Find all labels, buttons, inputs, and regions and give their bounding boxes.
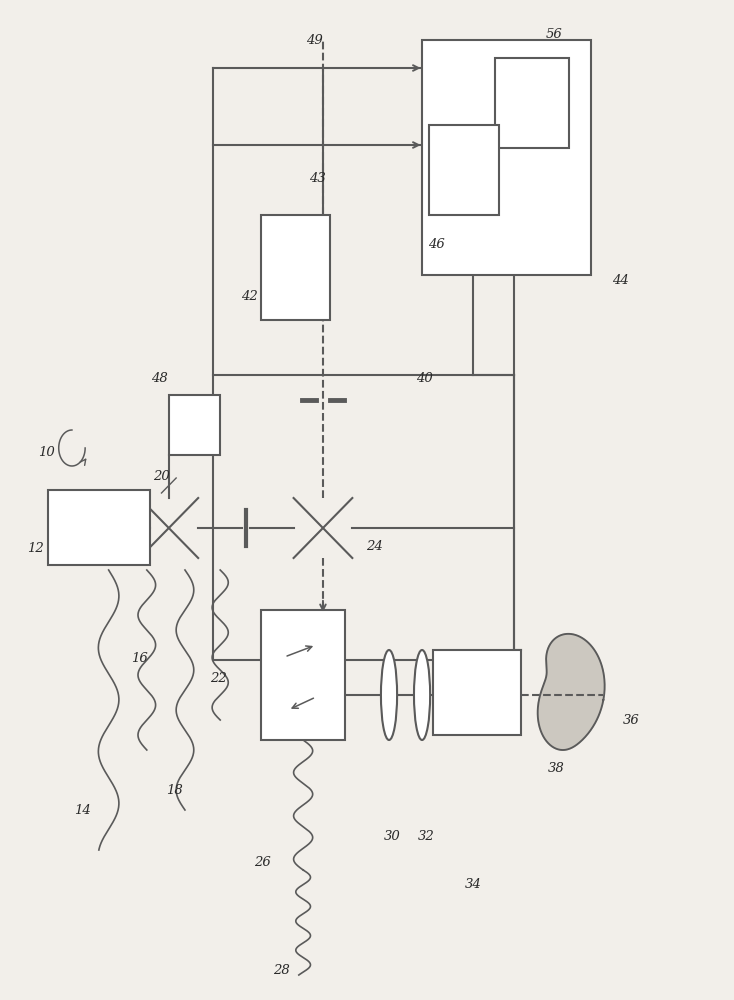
Text: 32: 32 <box>418 830 434 842</box>
Bar <box>48 490 150 565</box>
Text: 22: 22 <box>210 672 226 684</box>
Text: 42: 42 <box>241 290 258 304</box>
Text: 30: 30 <box>385 830 401 842</box>
Text: 14: 14 <box>74 804 90 816</box>
Polygon shape <box>538 634 605 750</box>
Text: 44: 44 <box>612 273 628 286</box>
Text: 16: 16 <box>131 652 148 664</box>
Ellipse shape <box>414 650 430 740</box>
Text: 40: 40 <box>416 371 432 384</box>
Text: 48: 48 <box>151 371 167 384</box>
Text: 12: 12 <box>27 542 43 554</box>
Text: 46: 46 <box>429 237 445 250</box>
Text: 20: 20 <box>153 470 170 483</box>
Bar <box>433 650 521 735</box>
Bar <box>422 40 591 275</box>
Text: 18: 18 <box>167 784 183 796</box>
Bar <box>169 395 220 455</box>
Text: 38: 38 <box>548 762 564 774</box>
Text: 10: 10 <box>38 446 54 458</box>
Bar <box>495 58 569 148</box>
Text: 28: 28 <box>273 964 289 976</box>
Text: 56: 56 <box>546 27 562 40</box>
Text: 24: 24 <box>366 540 382 552</box>
Bar <box>261 215 330 320</box>
Text: 36: 36 <box>623 714 639 726</box>
Ellipse shape <box>381 650 397 740</box>
Text: 43: 43 <box>309 172 325 184</box>
Bar <box>213 375 514 660</box>
Text: 34: 34 <box>465 879 482 892</box>
Bar <box>429 125 499 215</box>
Bar <box>261 610 345 740</box>
Text: 26: 26 <box>254 856 270 868</box>
Text: 49: 49 <box>306 33 322 46</box>
